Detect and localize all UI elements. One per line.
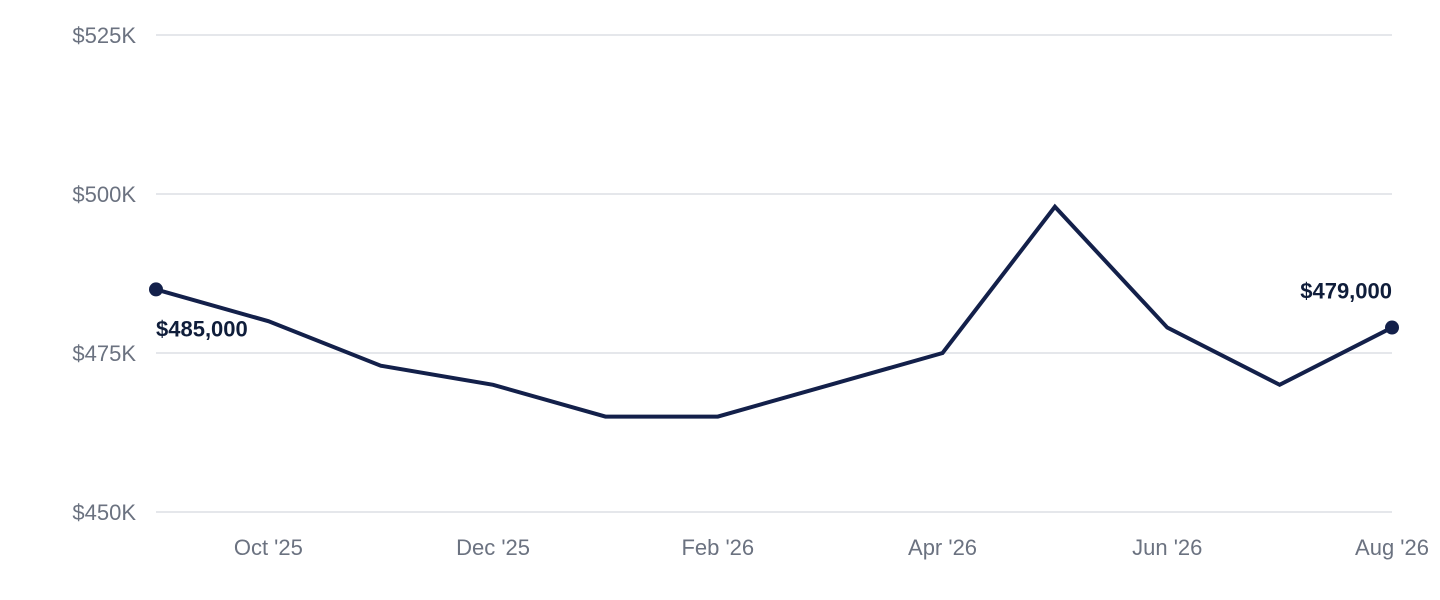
x-tick-label: Feb '26 [681, 535, 754, 560]
data-label: $479,000 [1300, 279, 1392, 304]
y-tick-label: $450K [72, 500, 136, 525]
x-axis-ticks: Oct '25 Dec '25 Feb '26 Apr '26 Jun '26 Aug '… [234, 535, 1429, 560]
data-point-marker [149, 282, 163, 297]
y-tick-label: $525K [72, 23, 136, 48]
y-tick-label: $500K [72, 182, 136, 207]
data-point-marker [1385, 320, 1399, 335]
x-tick-label: Jun '26 [1132, 535, 1202, 560]
data-label: $485,000 [156, 316, 248, 341]
x-tick-label: Apr '26 [908, 535, 977, 560]
series-layer [155, 203, 1393, 419]
x-tick-label: Dec '25 [456, 535, 530, 560]
series-line [155, 203, 1393, 419]
x-tick-label: Aug '26 [1355, 535, 1429, 560]
y-tick-label: $475K [72, 341, 136, 366]
x-tick-label: Oct '25 [234, 535, 303, 560]
gridlines [156, 34, 1392, 513]
y-axis-ticks: $450K $475K $500K $525K [72, 23, 136, 525]
annotations: $485,000 $479,000 [149, 279, 1399, 341]
